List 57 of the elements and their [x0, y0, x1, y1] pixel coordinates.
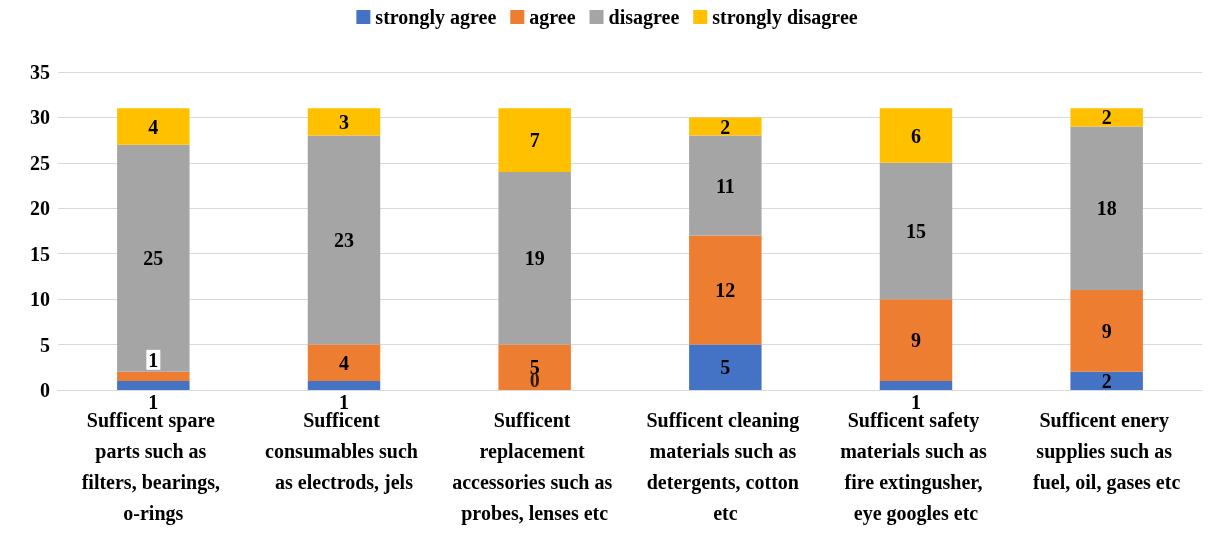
x-tick-label: Sufficent enery supplies such as fuel, oil, gases etc	[1033, 408, 1181, 494]
bar	[498, 344, 571, 390]
legend-label: strongly agree	[375, 6, 497, 29]
data-label: 4	[339, 351, 349, 374]
bar	[879, 299, 953, 381]
data-label: 7	[529, 129, 540, 152]
data-label: 25	[143, 247, 164, 270]
data-label: 1	[148, 348, 159, 371]
bar	[689, 117, 762, 136]
y-tick-label: 10	[30, 288, 50, 311]
bar	[879, 108, 953, 163]
bar	[307, 108, 381, 136]
y-tick-label: 5	[40, 333, 50, 356]
bar	[1070, 108, 1143, 127]
bar	[117, 108, 190, 145]
bar	[117, 144, 190, 372]
bar	[689, 235, 762, 345]
data-label: 18	[1096, 197, 1117, 220]
x-tick-label: Sufficent replacement accessories such as probes, lenses etc	[452, 408, 618, 525]
legend-label: agree	[529, 6, 576, 29]
data-label: 2	[1101, 369, 1112, 392]
bar	[498, 171, 571, 345]
bar	[879, 380, 953, 390]
data-label: 23	[334, 229, 354, 252]
legend-label: strongly disagree	[712, 6, 858, 29]
data-label: 2	[1101, 106, 1112, 129]
data-label: 9	[1101, 319, 1112, 342]
bar	[117, 380, 190, 390]
data-label: 6	[911, 124, 921, 147]
y-tick-label: 35	[30, 61, 50, 83]
bar	[307, 380, 381, 390]
bar	[689, 135, 762, 236]
bar	[1070, 126, 1143, 291]
bar	[307, 344, 381, 381]
bar	[689, 344, 762, 390]
bar	[1070, 371, 1143, 390]
y-tick-label: 15	[30, 242, 50, 265]
y-tick-label: 0	[40, 379, 50, 401]
bar	[498, 108, 571, 172]
bar	[1070, 290, 1143, 372]
data-label: 3	[339, 110, 349, 133]
y-tick-label: 30	[30, 106, 50, 129]
legend-label: disagree	[608, 6, 680, 29]
data-label: 15	[906, 220, 926, 242]
data-label: 12	[715, 279, 736, 302]
data-label: 11	[715, 174, 735, 197]
bar	[117, 371, 190, 381]
data-label: 5	[720, 356, 731, 379]
y-tick-label: 20	[30, 197, 50, 220]
bar	[307, 135, 381, 345]
data-label: 19	[524, 247, 545, 270]
x-tick-label: Sufficent cleaning materials such as detergents, cotton etc	[646, 408, 805, 524]
data-label: 9	[911, 329, 921, 352]
data-label: 2	[720, 115, 731, 138]
y-tick-label: 25	[30, 151, 50, 174]
data-label: 4	[148, 115, 159, 138]
bar	[879, 162, 953, 300]
